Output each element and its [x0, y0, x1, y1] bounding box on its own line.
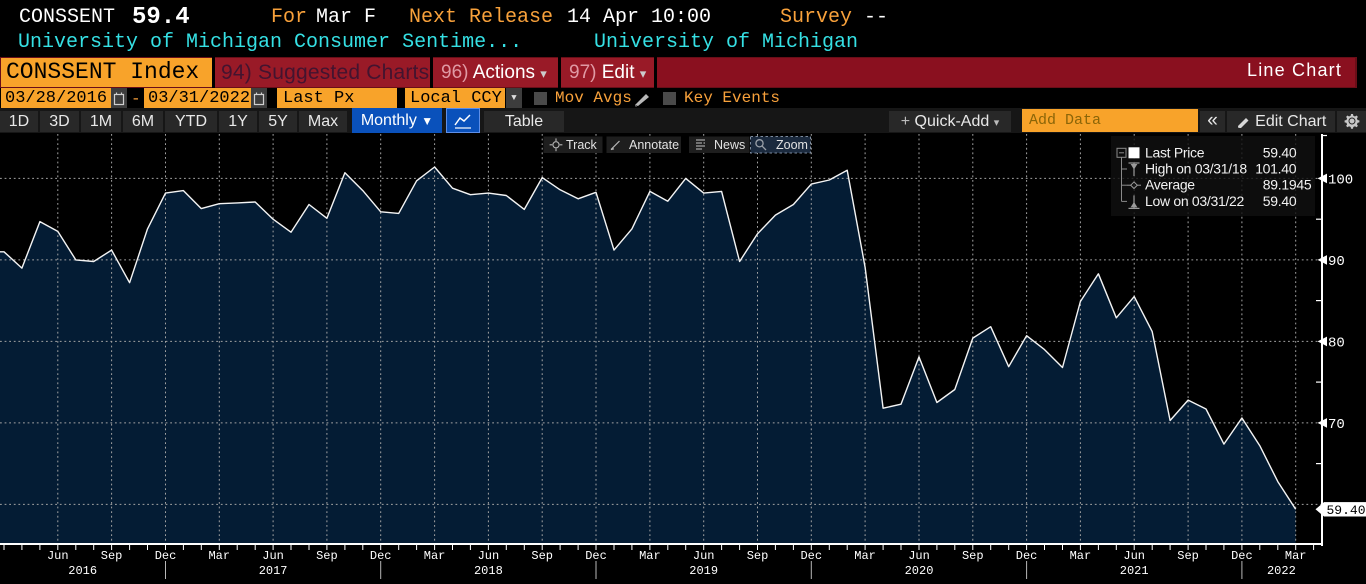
- svg-text:2016: 2016: [68, 564, 97, 578]
- svg-text:Dec: Dec: [585, 549, 607, 563]
- svg-text:Zoom: Zoom: [776, 138, 808, 152]
- svg-text:59.40: 59.40: [1263, 144, 1297, 160]
- svg-text:59.40: 59.40: [1263, 193, 1297, 209]
- svg-text:Sep: Sep: [531, 549, 553, 563]
- svg-text:101.40: 101.40: [1255, 161, 1297, 177]
- svg-text:2017: 2017: [259, 564, 288, 578]
- svg-text:High on 03/31/18: High on 03/31/18: [1145, 161, 1247, 177]
- svg-text:Dec: Dec: [800, 549, 822, 563]
- svg-text:Dec: Dec: [1016, 549, 1038, 563]
- svg-text:Sep: Sep: [747, 549, 769, 563]
- svg-text:100: 100: [1328, 172, 1353, 188]
- svg-text:Dec: Dec: [370, 549, 392, 563]
- svg-text:Sep: Sep: [316, 549, 338, 563]
- svg-text:Mar: Mar: [1070, 549, 1092, 563]
- svg-text:Average: Average: [1145, 177, 1195, 193]
- svg-text:2018: 2018: [474, 564, 503, 578]
- svg-text:Mar: Mar: [854, 549, 876, 563]
- svg-text:Sep: Sep: [962, 549, 984, 563]
- svg-text:89.1945: 89.1945: [1263, 177, 1312, 193]
- svg-text:Jun: Jun: [1123, 549, 1145, 563]
- svg-text:Mar: Mar: [208, 549, 230, 563]
- svg-text:Sep: Sep: [1177, 549, 1199, 563]
- svg-text:Sep: Sep: [101, 549, 123, 563]
- svg-text:80: 80: [1328, 335, 1345, 351]
- svg-text:Low on 03/31/22: Low on 03/31/22: [1145, 193, 1245, 209]
- svg-text:2021: 2021: [1120, 564, 1149, 578]
- svg-text:Track: Track: [566, 138, 598, 152]
- svg-text:Jun: Jun: [908, 549, 930, 563]
- svg-text:Dec: Dec: [155, 549, 177, 563]
- svg-text:Mar: Mar: [639, 549, 661, 563]
- svg-text:70: 70: [1328, 417, 1345, 433]
- svg-text:News: News: [714, 138, 745, 152]
- svg-text:2020: 2020: [905, 564, 934, 578]
- svg-text:2019: 2019: [689, 564, 718, 578]
- svg-text:Dec: Dec: [1231, 549, 1253, 563]
- svg-text:Annotate: Annotate: [629, 138, 679, 152]
- svg-text:Jun: Jun: [478, 549, 500, 563]
- svg-text:Mar: Mar: [1285, 549, 1307, 563]
- svg-text:90: 90: [1328, 254, 1345, 270]
- svg-text:Jun: Jun: [47, 549, 69, 563]
- svg-text:Jun: Jun: [262, 549, 284, 563]
- svg-text:Jun: Jun: [693, 549, 715, 563]
- svg-text:Mar: Mar: [424, 549, 446, 563]
- svg-text:59.40: 59.40: [1327, 503, 1366, 518]
- svg-text:Last Price: Last Price: [1145, 144, 1205, 160]
- svg-text:2022: 2022: [1267, 564, 1296, 578]
